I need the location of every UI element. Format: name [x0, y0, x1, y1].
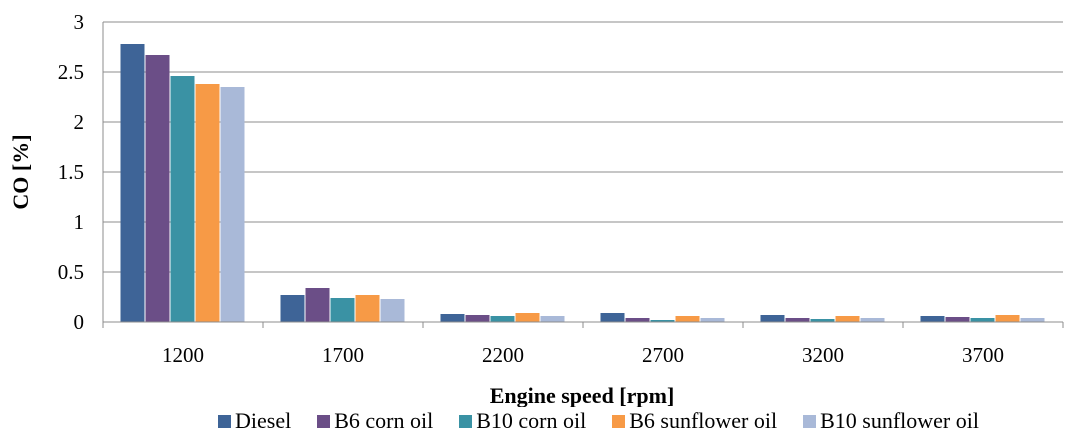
bar-diesel [760, 315, 785, 322]
x-tick-label: 1700 [322, 343, 364, 367]
bars [120, 44, 1045, 322]
legend: Diesel B6 corn oil B10 corn oil B6 sunflowe… [0, 407, 1077, 435]
bar-b10-sunflower-oil [700, 318, 725, 322]
x-tick-label: 2200 [482, 343, 524, 367]
bar-b10-sunflower-oil [380, 299, 405, 322]
bar-b6-corn-oil [945, 317, 970, 322]
bar-b6-sunflower-oil [835, 316, 860, 322]
bar-b6-corn-oil [305, 288, 330, 322]
bar-b6-sunflower-oil [515, 313, 540, 322]
legend-swatch [459, 414, 473, 428]
bar-diesel [600, 313, 625, 322]
bar-b10-corn-oil [490, 316, 515, 322]
x-tick-label: 1200 [162, 343, 204, 367]
y-tick-label: 0.5 [58, 260, 84, 284]
y-tick-label: 3 [74, 10, 85, 34]
x-tick-label: 3700 [962, 343, 1004, 367]
bar-b10-corn-oil [810, 319, 835, 322]
y-tick-label: 2.5 [58, 60, 84, 84]
bar-b10-corn-oil [650, 320, 675, 322]
y-tick-labels: 0 0.5 1 1.5 2 2.5 3 [58, 10, 84, 334]
legend-swatch [612, 414, 626, 428]
bar-b6-sunflower-oil [675, 316, 700, 322]
bar-b10-sunflower-oil [860, 318, 885, 322]
legend-item: B10 sunflower oil [803, 410, 979, 432]
bar-b10-corn-oil [170, 76, 195, 322]
bar-b6-corn-oil [625, 318, 650, 322]
legend-item: B6 corn oil [317, 410, 433, 432]
bar-b10-sunflower-oil [220, 87, 245, 322]
bar-b10-sunflower-oil [540, 316, 565, 322]
legend-item: Diesel [218, 410, 291, 432]
x-axis-title: Engine speed [rpm] [490, 383, 675, 407]
bar-b6-sunflower-oil [195, 84, 220, 322]
legend-label: Diesel [235, 408, 292, 433]
y-tick-label: 1 [74, 210, 85, 234]
bar-diesel [440, 314, 465, 322]
bar-b10-sunflower-oil [1020, 318, 1045, 322]
bar-b6-sunflower-oil [995, 315, 1020, 322]
y-tick-label: 2 [74, 110, 85, 134]
bar-b6-corn-oil [145, 55, 170, 322]
bar-b10-corn-oil [970, 318, 995, 322]
y-tick-label: 1.5 [58, 160, 84, 184]
axes [102, 22, 1064, 328]
bar-diesel [280, 295, 305, 322]
legend-swatch [317, 414, 331, 428]
legend-label: B10 sunflower oil [820, 408, 979, 433]
bar-b6-corn-oil [785, 318, 810, 322]
y-tick-label: 0 [74, 310, 85, 334]
gridlines [103, 21, 1063, 273]
legend-label: B10 corn oil [476, 408, 587, 433]
bar-b6-corn-oil [465, 315, 490, 322]
y-axis-title: CO [%] [8, 134, 33, 209]
bar-b10-corn-oil [330, 298, 355, 322]
legend-label: B6 sunflower oil [629, 408, 778, 433]
co-bar-chart: 0 0.5 1 1.5 2 2.5 3 1200 1700 2200 2700 3200 3700 C… [8, 10, 1064, 407]
x-tick-label: 3200 [802, 343, 844, 367]
bar-diesel [120, 44, 145, 322]
legend-item: B6 sunflower oil [612, 410, 777, 432]
legend-label: B6 corn oil [334, 408, 434, 433]
legend-swatch [218, 414, 231, 428]
x-tick-label: 2700 [642, 343, 684, 367]
legend-swatch [803, 414, 817, 428]
bar-diesel [920, 316, 945, 322]
x-tick-labels: 1200 1700 2200 2700 3200 3700 [162, 343, 1004, 367]
legend-item: B10 corn oil [459, 410, 586, 432]
bar-b6-sunflower-oil [355, 295, 380, 322]
